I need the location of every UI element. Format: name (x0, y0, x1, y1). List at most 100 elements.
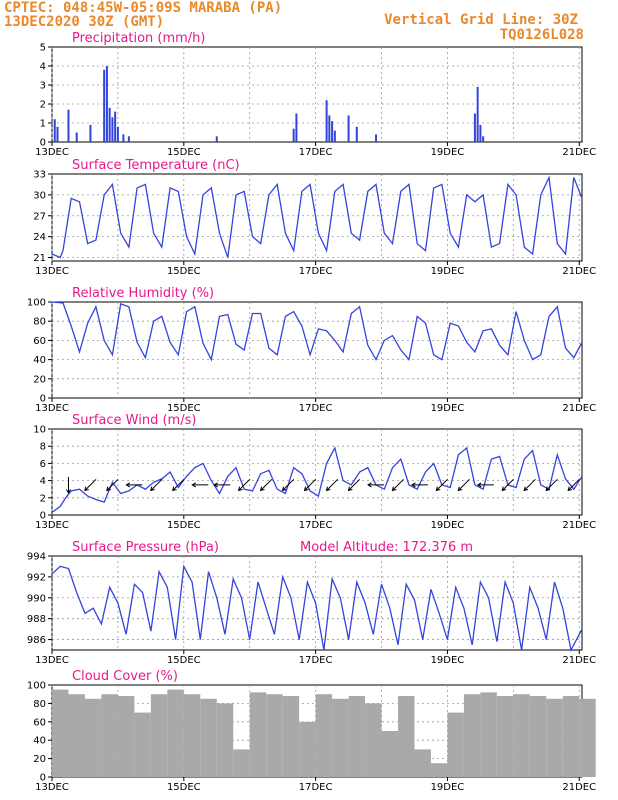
cloud-cover-ytick-label: 60 (33, 717, 46, 728)
humidity-ytick-label: 40 (33, 355, 46, 366)
precipitation-xtick-label: 21DEC (562, 147, 596, 158)
wind-arrow (545, 478, 558, 491)
cloud-cover-xtick-label: 19DEC (431, 782, 465, 793)
precipitation-ytick-label: 2 (40, 100, 46, 111)
precipitation-xtick-label: 19DEC (431, 147, 465, 158)
cloud-cover-ytick-label: 40 (33, 736, 46, 747)
precipitation-bar (333, 130, 336, 142)
cloud-cover-bar (365, 703, 382, 777)
wind-arrow-head (303, 486, 309, 492)
precipitation-bar (295, 113, 298, 142)
cloud-cover-bar (447, 712, 464, 777)
wind-arrow (457, 478, 470, 491)
temperature-ytick-label: 27 (33, 211, 46, 222)
precipitation-bar (103, 69, 106, 142)
wind-arrow (348, 478, 361, 491)
temperature-xtick-label: 21DEC (562, 266, 596, 277)
wind-arrow-head (65, 489, 71, 494)
precipitation-bar (476, 86, 479, 142)
cloud-cover-bar (216, 703, 234, 777)
wind-arrow-head (347, 486, 353, 492)
precipitation-ytick-label: 1 (40, 119, 46, 130)
wind-arrow (501, 478, 514, 491)
humidity-ytick-label: 60 (33, 336, 46, 347)
cloud-cover-bar (463, 694, 481, 777)
wind-xtick-label: 21DEC (562, 520, 596, 531)
cloud-cover-bar (200, 698, 217, 777)
temperature-xtick-label: 17DEC (299, 266, 333, 277)
wind-arrow-head (106, 486, 111, 492)
cloud-cover-bar (381, 731, 399, 777)
pressure-ytick-label: 990 (27, 593, 46, 604)
humidity-xtick-label: 19DEC (431, 403, 465, 414)
precipitation-ytick-label: 5 (40, 43, 46, 54)
precipitation-bar (56, 126, 59, 142)
cloud-cover-bar (150, 694, 168, 777)
pressure-xtick-label: 13DEC (35, 655, 69, 666)
wind-ytick-label: 8 (40, 442, 46, 453)
cloud-cover-bar (546, 698, 563, 777)
precipitation-bar (473, 113, 476, 142)
cloud-cover-xtick-label: 17DEC (299, 782, 333, 793)
cloud-cover-bar (529, 696, 547, 777)
wind-arrow-head (367, 482, 372, 488)
cloud-cover-bar (167, 689, 184, 777)
humidity-xtick-label: 17DEC (299, 403, 333, 414)
humidity-line (51, 301, 583, 362)
wind-arrow (392, 478, 404, 491)
pressure-xtick-label: 21DEC (562, 655, 596, 666)
wind-arrow (84, 478, 97, 491)
temperature-xtick-label: 15DEC (167, 266, 201, 277)
wind-arrow-head (150, 486, 155, 492)
wind-arrow-head (172, 486, 177, 492)
wind-frame (51, 428, 583, 516)
cloud-cover-bar (496, 696, 514, 777)
wind-arrow (238, 478, 251, 491)
wind-ytick-label: 10 (33, 425, 46, 436)
pressure-xtick-label: 17DEC (299, 655, 333, 666)
cloud-cover-bar (332, 698, 349, 777)
pressure-model-altitude: Model Altitude: 172.376 m (300, 540, 473, 555)
precipitation-bar (215, 136, 218, 142)
pressure-ytick-label: 988 (27, 614, 46, 625)
cloud-cover-ytick-label: 80 (33, 699, 46, 710)
cloud-cover-bar (299, 721, 316, 777)
precipitation-bar (108, 107, 111, 142)
wind-arrow (304, 478, 317, 491)
precipitation-bar (331, 121, 334, 142)
cloud-cover-bar (513, 694, 530, 777)
wind-arrow (567, 478, 580, 491)
wind-arrow-head (84, 486, 89, 492)
pressure-xtick-label: 15DEC (167, 655, 201, 666)
wind-arrow-head (281, 486, 287, 492)
humidity-xtick-label: 21DEC (562, 403, 596, 414)
pressure-frame (51, 555, 583, 651)
precipitation-bar (375, 134, 378, 142)
wind-title: Surface Wind (m/s) (72, 413, 196, 428)
cloud-cover-bar (480, 692, 497, 777)
cloud-cover-bar (282, 696, 300, 777)
cloud-cover-bar (348, 696, 366, 777)
temperature-title: Surface Temperature (nC) (72, 158, 240, 173)
precipitation-bar (292, 128, 295, 142)
wind-xtick-label: 17DEC (299, 520, 333, 531)
precipitation-bar (67, 109, 70, 142)
wind-arrow-head (259, 486, 265, 492)
wind-xtick-label: 19DEC (431, 520, 465, 531)
header-grid-line: Vertical Grid Line: 30Z (384, 12, 578, 28)
precipitation-bar (111, 117, 114, 142)
wind-arrow (150, 478, 163, 491)
wind-arrow (282, 478, 295, 491)
wind-arrow-head (125, 482, 131, 488)
humidity-frame (51, 301, 583, 399)
wind-arrow-head (567, 486, 573, 492)
temperature-xtick-label: 13DEC (35, 266, 69, 277)
cloud-cover-bar (579, 698, 596, 777)
temperature-frame (51, 173, 583, 262)
cloud-cover-ytick-label: 0 (40, 773, 46, 784)
precipitation-xtick-label: 17DEC (299, 147, 333, 158)
pressure-ytick-label: 986 (27, 635, 46, 646)
cloud-cover-xtick-label: 15DEC (167, 782, 201, 793)
temperature-line (51, 175, 583, 259)
